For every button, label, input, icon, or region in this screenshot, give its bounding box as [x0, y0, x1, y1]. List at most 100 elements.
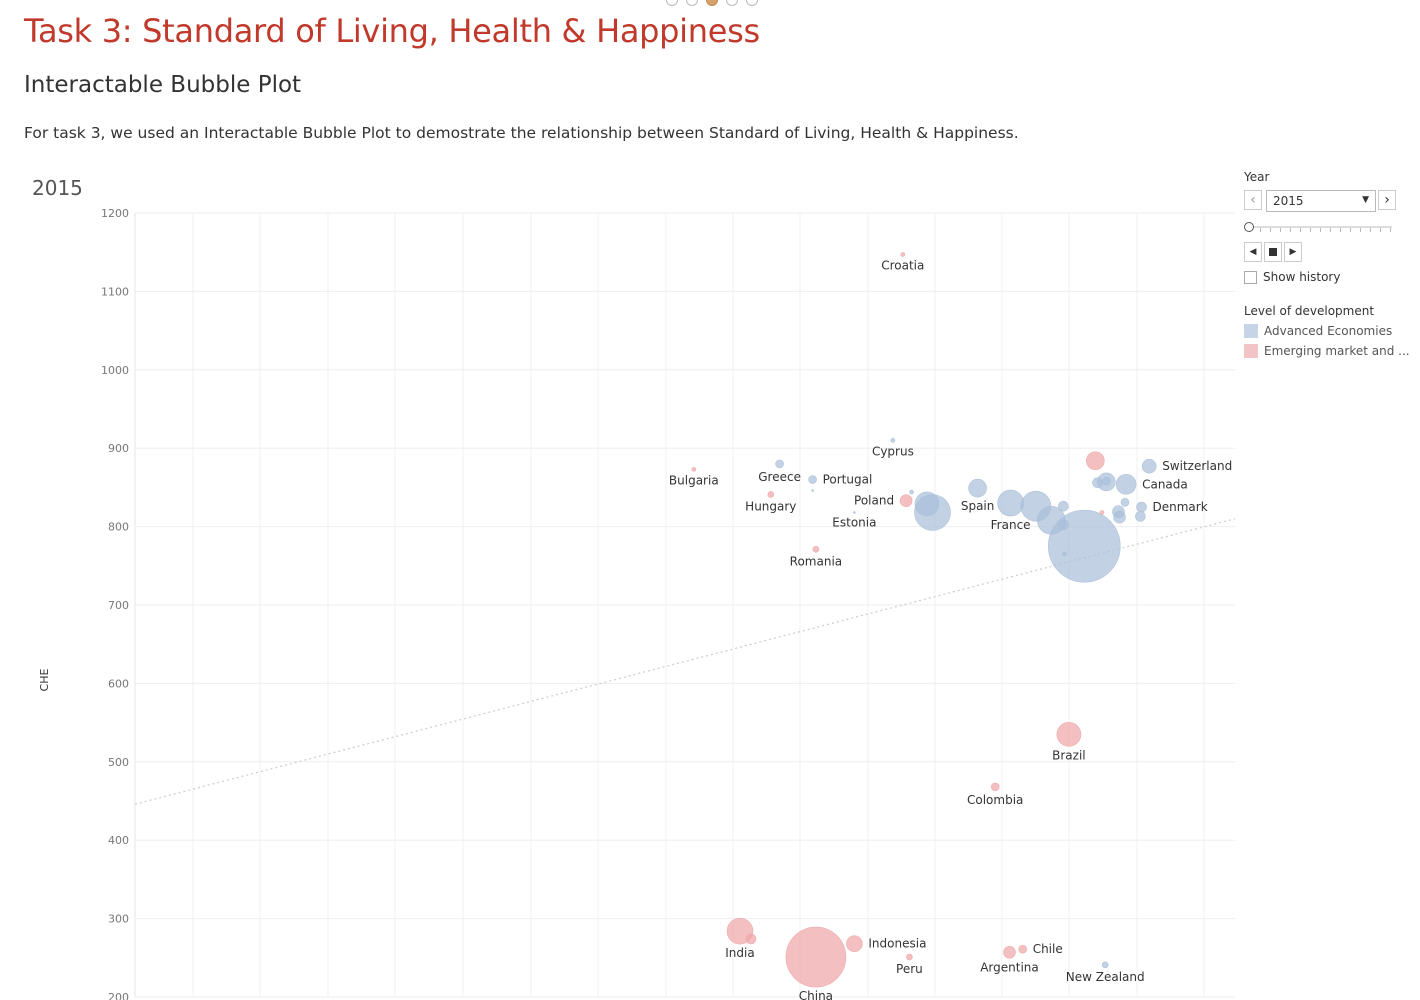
bubble-switzerland [1141, 458, 1157, 474]
bubble-unlabeled [1135, 511, 1146, 522]
bubble-unlabeled [1062, 551, 1067, 557]
y-axis-title: CHE [38, 669, 51, 692]
bubble-brazil [1056, 722, 1082, 747]
bubble-label: Indonesia [868, 937, 926, 951]
year-filter-title: Year [1244, 170, 1270, 184]
bubble-france [997, 489, 1024, 517]
bubble-label: India [725, 946, 754, 960]
bubble-unlabeled [1086, 451, 1105, 471]
chevron-right-icon[interactable]: › [1378, 190, 1396, 210]
y-tick-label: 700 [108, 599, 129, 612]
bubble-unlabeled [1120, 497, 1130, 507]
bubble-cyprus [890, 438, 896, 443]
play-forward-button[interactable]: ▶ [1284, 242, 1302, 262]
bubble-canada [1115, 473, 1137, 495]
bubble-label: Argentina [980, 960, 1039, 974]
bubble-indonesia [846, 935, 863, 952]
show-history-checkbox[interactable] [1244, 270, 1257, 284]
bubble-label: Chile [1033, 942, 1063, 956]
legend-title: Level of development [1244, 304, 1375, 318]
bubble-label: Cyprus [872, 444, 914, 458]
bubble-label: Portugal [823, 473, 873, 487]
description-text: For task 3, we used an Interactable Bubb… [24, 124, 1019, 142]
bubble-hungary [767, 491, 775, 498]
year-slider-ticks [1250, 228, 1392, 232]
stop-button[interactable] [1264, 242, 1282, 262]
bubble-unlabeled [914, 491, 940, 517]
y-tick-label: 200 [108, 991, 129, 1000]
pager-dot-2[interactable] [686, 0, 698, 6]
bubble-unlabeled [1113, 510, 1126, 524]
bubble-new-zealand [1101, 961, 1109, 969]
bubble-unlabeled [811, 489, 814, 492]
caret-down-icon: ▼ [1362, 195, 1369, 205]
y-tick-label: 900 [108, 442, 129, 455]
slide-pager [666, 0, 758, 6]
legend-label-advanced: Advanced Economies [1264, 324, 1393, 338]
legend-swatch-emerging [1244, 344, 1258, 358]
legend-item-emerging[interactable]: Emerging market and ... [1244, 344, 1410, 358]
pager-dot-3[interactable] [706, 0, 718, 6]
bubble-unlabeled [1102, 476, 1111, 486]
bubble-label: Canada [1142, 477, 1188, 491]
bubble-label: Poland [854, 494, 894, 508]
y-tick-label: 300 [108, 913, 129, 926]
show-history-label: Show history [1263, 270, 1341, 284]
bubble-romania [812, 546, 820, 553]
show-history-toggle[interactable]: Show history [1244, 270, 1340, 284]
bubble-label: Estonia [832, 515, 876, 529]
bubble-china [785, 926, 847, 988]
year-select-value: 2015 [1273, 194, 1304, 208]
pager-dot-4[interactable] [726, 0, 738, 6]
bubble-label: Spain [961, 499, 995, 513]
bubble-unlabeled [1092, 477, 1103, 488]
bubble-label: Romania [790, 554, 842, 568]
bubble-greece [775, 459, 784, 469]
bubble-peru [906, 953, 913, 961]
bubble-label: Croatia [881, 259, 924, 273]
bubble-label: France [991, 518, 1031, 532]
y-tick-label: 800 [108, 521, 129, 534]
bubble-unlabeled [745, 933, 757, 945]
play-backward-button[interactable]: ◀ [1244, 242, 1262, 262]
bubble-label: Hungary [745, 499, 796, 513]
bubble-unlabeled [1099, 510, 1105, 515]
section-title: Interactable Bubble Plot [24, 72, 302, 98]
bubble-poland [899, 494, 913, 508]
y-tick-label: 1200 [101, 207, 129, 220]
legend-label-emerging: Emerging market and ... [1264, 344, 1410, 358]
bubble-unlabeled [1058, 519, 1069, 531]
bubble-chart: 200 300 400 500 600 700 800 900 1000 1100 1200 CHE C… [38, 207, 1236, 1000]
bubble-croatia [900, 252, 906, 257]
bubble-colombia [990, 782, 1000, 792]
bubble-label: China [799, 989, 833, 1000]
year-slider-track[interactable] [1250, 226, 1392, 228]
year-select[interactable]: 2015 ▼ [1266, 190, 1376, 212]
y-tick-label: 400 [108, 834, 129, 847]
legend-item-advanced[interactable]: Advanced Economies [1244, 324, 1392, 338]
bubble-denmark [1136, 501, 1147, 513]
bubble-spain [968, 478, 987, 498]
year-slider-thumb[interactable] [1244, 222, 1254, 232]
y-tick-label: 500 [108, 756, 129, 769]
bubble-label: Brazil [1052, 748, 1086, 762]
bubble-label: Colombia [967, 793, 1023, 807]
pager-dot-1[interactable] [666, 0, 678, 6]
chevron-left-icon[interactable]: ‹ [1244, 190, 1262, 210]
pager-dot-5[interactable] [746, 0, 758, 6]
bubble-unlabeled [1058, 500, 1069, 512]
bubble-label: Bulgaria [669, 473, 719, 487]
bubble-label: New Zealand [1066, 970, 1145, 984]
y-tick-label: 1000 [101, 364, 129, 377]
bubble-portugal [808, 475, 817, 484]
chart-title: 2015 [32, 176, 83, 200]
bubble-unlabeled [909, 489, 914, 495]
bubble-argentina [1003, 946, 1016, 959]
y-tick-label: 600 [108, 677, 129, 690]
bubble-chile [1018, 944, 1028, 954]
bubble-label: Peru [896, 962, 923, 976]
bubble-bulgaria [691, 467, 697, 472]
bubble-estonia [853, 511, 856, 514]
bubble-label: Switzerland [1162, 459, 1232, 473]
stop-icon [1269, 248, 1277, 256]
